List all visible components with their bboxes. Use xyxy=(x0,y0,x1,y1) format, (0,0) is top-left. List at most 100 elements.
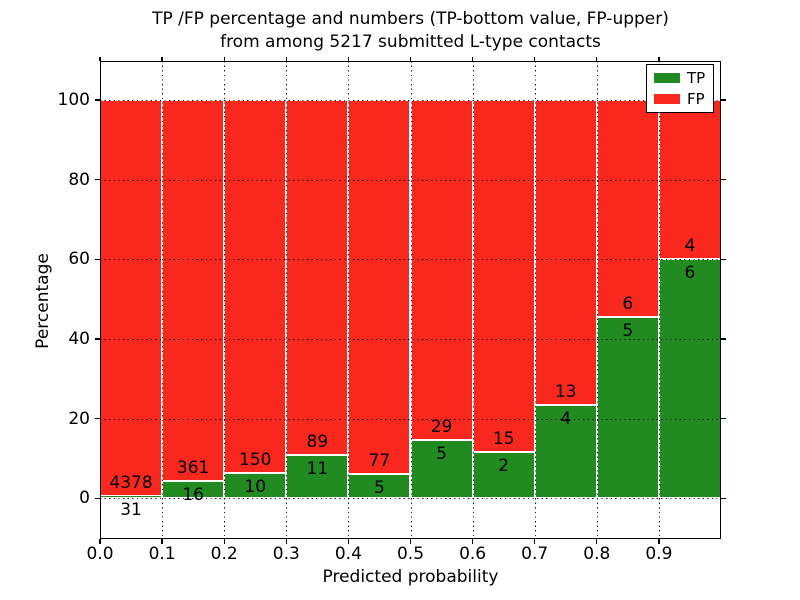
fp-count-label: 150 xyxy=(239,450,272,471)
x-tick-mark-top xyxy=(285,56,287,61)
x-tick-label: 0.6 xyxy=(459,544,487,564)
tp-count-label: 31 xyxy=(120,499,142,520)
vertical-gridline xyxy=(348,61,350,539)
x-axis-label: Predicted probability xyxy=(322,567,499,587)
tp-count-label: 11 xyxy=(306,458,329,479)
fp-count-label: 4378 xyxy=(109,472,153,493)
y-tick-label: 60 xyxy=(68,249,90,270)
fp-count-label: 361 xyxy=(176,458,210,479)
tp-count-label: 2 xyxy=(498,455,510,476)
fp-count-label: 15 xyxy=(492,428,515,449)
x-tick-mark-top xyxy=(471,56,474,61)
x-tick-mark-top xyxy=(596,56,598,61)
x-tick-mark xyxy=(471,539,474,544)
fp-bar-segment xyxy=(224,100,287,474)
y-tick-mark xyxy=(95,258,100,261)
x-tick-mark xyxy=(347,539,350,544)
x-tick-mark xyxy=(223,539,225,544)
fp-bar-segment xyxy=(534,100,597,405)
fp-bar-segment xyxy=(410,100,473,440)
x-tick-mark xyxy=(658,539,660,544)
fp-bar-segment xyxy=(162,100,225,482)
vertical-gridline xyxy=(472,61,474,539)
fp-count-label: 13 xyxy=(554,381,577,402)
chart-title-line-1: TP /FP percentage and numbers (TP-bottom… xyxy=(152,9,669,29)
y-tick-mark-right xyxy=(721,99,726,101)
fp-bar-segment xyxy=(286,100,349,455)
fp-count-label: 6 xyxy=(622,294,634,315)
y-tick-mark xyxy=(95,338,100,340)
x-tick-mark xyxy=(285,539,287,544)
tp-count-label: 5 xyxy=(622,321,634,342)
y-tick-mark xyxy=(95,497,100,500)
x-tick-mark xyxy=(409,539,412,544)
vertical-gridline xyxy=(534,61,536,539)
x-tick-label: 0.4 xyxy=(334,544,362,564)
plot-area xyxy=(100,61,721,539)
tp-bar-segment xyxy=(596,317,659,499)
vertical-gridline xyxy=(286,61,288,539)
fp-bar-segment xyxy=(348,100,411,475)
x-tick-mark-top xyxy=(347,56,350,61)
x-tick-label: 0.8 xyxy=(583,544,611,564)
y-tick-mark-right xyxy=(721,258,726,261)
x-tick-mark-top xyxy=(99,56,101,61)
tp-bar-segment xyxy=(658,259,721,499)
x-tick-mark-top xyxy=(161,56,163,61)
tp-count-label: 4 xyxy=(560,408,572,429)
fp-count-label: 29 xyxy=(430,416,453,437)
tp-count-label: 16 xyxy=(182,485,204,506)
vertical-gridline xyxy=(658,61,660,539)
x-tick-mark-top xyxy=(409,56,412,61)
x-tick-mark-top xyxy=(223,56,225,61)
x-tick-mark-top xyxy=(534,56,536,61)
x-tick-label: 0.7 xyxy=(521,544,549,564)
y-tick-mark-right xyxy=(721,497,726,500)
tp-count-label: 6 xyxy=(684,263,696,284)
x-tick-label: 0.9 xyxy=(645,544,673,564)
vertical-gridline xyxy=(596,61,598,539)
y-tick-mark-right xyxy=(721,338,726,340)
y-tick-label: 80 xyxy=(68,169,90,190)
y-tick-mark xyxy=(95,99,100,101)
tp-count-label: 5 xyxy=(374,478,385,499)
legend-entry-fp: FP xyxy=(654,89,713,108)
y-tick-label: 40 xyxy=(68,329,90,350)
vertical-gridline xyxy=(162,61,164,539)
y-tick-label: 20 xyxy=(68,408,90,429)
tp-count-label: 5 xyxy=(436,443,447,464)
x-tick-mark xyxy=(534,539,536,544)
x-tick-label: 0.3 xyxy=(272,544,300,564)
fp-legend-swatch xyxy=(654,94,680,104)
x-tick-label: 0.2 xyxy=(210,544,238,564)
x-tick-mark-top xyxy=(658,56,660,61)
vertical-gridline xyxy=(410,61,412,539)
tp-bar-segment xyxy=(410,439,473,499)
fp-bar-segment xyxy=(100,100,163,496)
x-tick-label: 0.1 xyxy=(148,544,176,564)
tp-legend-swatch xyxy=(654,73,680,83)
x-tick-label: 0.5 xyxy=(396,544,425,564)
fp-count-label: 89 xyxy=(306,431,329,452)
y-tick-mark-right xyxy=(721,418,726,420)
x-tick-label: 0.0 xyxy=(86,544,114,564)
fp-count-label: 4 xyxy=(684,236,696,257)
vertical-gridline xyxy=(224,61,226,539)
fp-count-label: 77 xyxy=(368,451,391,472)
fp-legend-label: FP xyxy=(687,89,705,108)
chart-title-line-2: from among 5217 submitted L-type contact… xyxy=(220,32,601,52)
fp-bar-segment xyxy=(472,100,535,452)
x-tick-mark xyxy=(161,539,163,544)
fp-bar-segment xyxy=(596,100,659,318)
y-tick-mark xyxy=(95,179,100,181)
tp-legend-label: TP xyxy=(687,68,706,87)
x-tick-mark xyxy=(99,539,101,544)
y-tick-label: 100 xyxy=(57,90,90,111)
x-tick-mark xyxy=(596,539,598,544)
y-tick-mark xyxy=(95,418,100,420)
tp-count-label: 10 xyxy=(244,477,267,498)
y-tick-mark-right xyxy=(721,179,726,181)
legend: TP FP xyxy=(646,64,714,113)
legend-entry-tp: TP xyxy=(654,68,713,87)
